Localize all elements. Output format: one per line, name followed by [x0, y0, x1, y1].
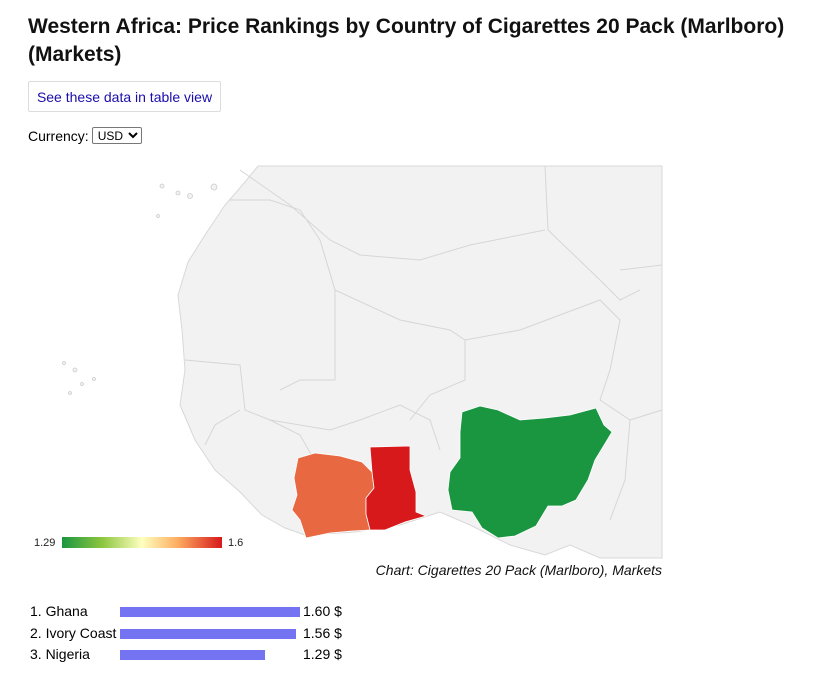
- currency-label: Currency:: [28, 127, 89, 144]
- ranking-value: 1.56 $: [303, 625, 342, 641]
- legend-min-label: 1.29: [34, 537, 56, 549]
- legend-max-label: 1.6: [228, 537, 244, 549]
- ranking-bar: [120, 607, 300, 617]
- country-nigeria[interactable]: [447, 405, 613, 539]
- ranking-bar: [120, 629, 296, 639]
- page-title: Western Africa: Price Rankings by Countr…: [28, 15, 785, 66]
- ranking-country-label: 1. Ghana: [30, 603, 88, 619]
- islands: [62, 183, 218, 395]
- ranking-bar: [120, 650, 265, 660]
- currency-select[interactable]: USD: [91, 127, 142, 144]
- ranking-row: 3. Nigeria 1.29 $: [30, 646, 370, 664]
- ranking-country-label: 2. Ivory Coast: [30, 625, 117, 641]
- ranking-row: 1. Ghana 1.60 $: [30, 603, 370, 621]
- ranking-value: 1.29 $: [303, 646, 342, 662]
- country-borders: [184, 165, 663, 521]
- color-scale-legend: [62, 537, 222, 548]
- chart-caption: Chart: Cigarettes 20 Pack (Marlboro), Ma…: [375, 562, 662, 578]
- country-ivory-coast[interactable]: [291, 452, 375, 539]
- ranking-row: 2. Ivory Coast 1.56 $: [30, 625, 370, 643]
- table-view-button[interactable]: See these data in table view: [28, 81, 221, 112]
- land-background: [177, 165, 663, 559]
- ranking-country-label: 3. Nigeria: [30, 646, 90, 662]
- currency-selector: Currency: USD: [28, 127, 142, 144]
- country-ghana[interactable]: [365, 445, 428, 531]
- ranking-value: 1.60 $: [303, 603, 342, 619]
